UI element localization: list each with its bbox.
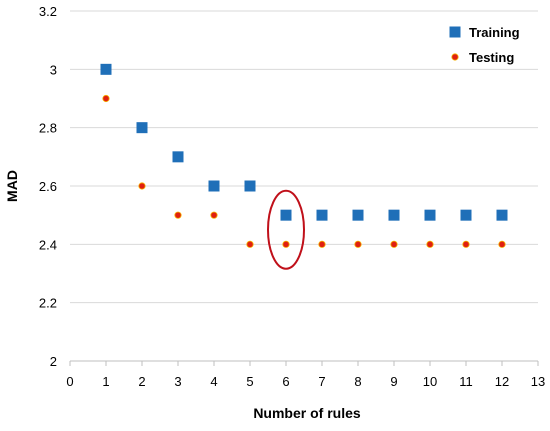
training-point: [172, 151, 184, 163]
x-tick-label: 6: [282, 374, 289, 389]
x-tick-label: 11: [459, 374, 473, 389]
training-point: [136, 122, 148, 134]
legend-testing-symbol: [451, 53, 459, 61]
grid-lines: [70, 10, 538, 304]
training-point: [460, 209, 472, 221]
legend: Training Testing: [449, 25, 520, 65]
y-tick-label: 3.2: [39, 4, 57, 19]
data-marks: [100, 63, 508, 248]
x-tick-label: 10: [423, 374, 437, 389]
highlight-ellipse: [267, 189, 305, 270]
testing-point: [210, 211, 218, 219]
training-point: [208, 180, 220, 192]
x-tick-label: 0: [66, 374, 73, 389]
y-tick-label: 2.4: [39, 237, 57, 252]
axes: [69, 360, 539, 366]
y-tick-label: 2.2: [39, 296, 57, 311]
training-point: [100, 63, 112, 75]
x-tick-label: 7: [318, 374, 325, 389]
y-tick-label: 2: [50, 354, 57, 369]
testing-point: [318, 240, 326, 248]
y-axis-title: MAD: [4, 170, 20, 202]
testing-point: [462, 240, 470, 248]
testing-point: [390, 240, 398, 248]
x-tick-labels: 0 1 2 3 4 5 6 7 8 9 10 11 12 13: [66, 374, 545, 389]
x-tick-label: 13: [531, 374, 545, 389]
x-axis-title: Number of rules: [253, 405, 361, 421]
testing-point: [426, 240, 434, 248]
training-point: [424, 209, 436, 221]
x-tick-label: 2: [138, 374, 145, 389]
x-tick-label: 9: [390, 374, 397, 389]
x-tick-label: 4: [210, 374, 217, 389]
testing-point: [174, 211, 182, 219]
x-tick-label: 1: [102, 374, 109, 389]
legend-training-symbol: [449, 26, 461, 38]
training-point: [280, 209, 292, 221]
testing-point: [102, 94, 110, 103]
testing-point: [282, 240, 290, 248]
testing-point: [498, 240, 506, 248]
testing-point: [354, 240, 362, 248]
training-point: [316, 209, 328, 221]
x-tick-label: 5: [246, 374, 253, 389]
y-tick-label: 3: [50, 62, 57, 77]
training-point: [388, 209, 400, 221]
y-tick-label: 2.8: [39, 121, 57, 136]
testing-point: [246, 240, 254, 248]
legend-label: Testing: [469, 50, 514, 65]
x-tick-label: 8: [354, 374, 361, 389]
training-point: [244, 180, 256, 192]
y-tick-label: 2.6: [39, 179, 57, 194]
y-tick-labels: 2 2.2 2.4 2.6 2.8 3 3.2: [39, 4, 57, 369]
x-tick-label: 12: [495, 374, 509, 389]
training-point: [352, 209, 364, 221]
testing-point: [138, 182, 146, 190]
x-tick-label: 3: [174, 374, 181, 389]
legend-label: Training: [469, 25, 520, 40]
annotations: [267, 189, 305, 270]
training-point: [496, 209, 508, 221]
